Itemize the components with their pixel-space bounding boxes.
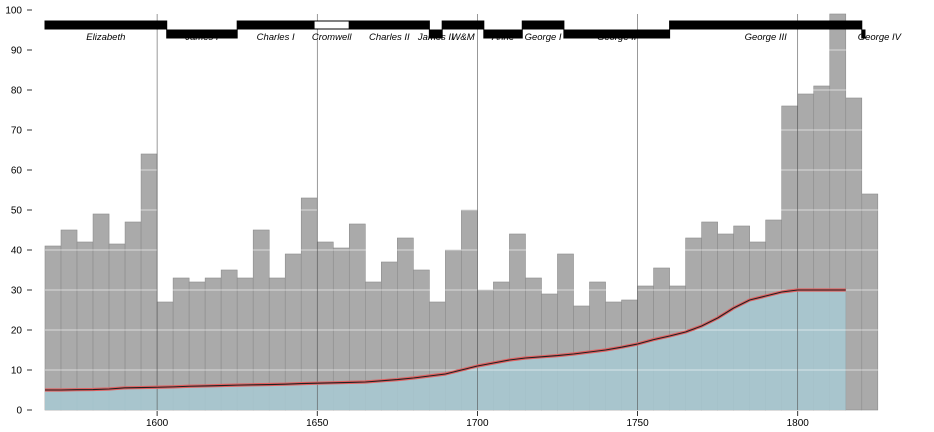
reign-label: George IV [858,32,903,43]
reign-label: Charles II [369,32,410,43]
y-tick-label: 50 [11,206,23,217]
y-tick-label: 0 [16,406,22,417]
wheat-price-bar [76,241,94,411]
reign-label: W&M [451,32,474,43]
reign-label: Anne [491,32,514,43]
reign-label: Elizabeth [86,32,125,43]
x-tick-label: 1750 [626,418,649,429]
reign-bar [441,20,485,30]
reign-bar [236,20,315,30]
reign-bar [521,20,565,30]
wheat-price-bar [60,229,78,411]
wheat-price-bar [108,243,126,411]
reign-label: George II [597,32,637,43]
y-tick-label: 60 [11,166,23,177]
reign-label: James II [417,32,454,43]
reign-bar [313,20,350,30]
wheat-price-bar [845,97,863,411]
y-tick-label: 100 [5,6,22,17]
reign-bar [166,29,238,39]
wages-area [45,290,846,410]
wheat-price-bar [44,245,62,411]
reign-label: George I [525,32,562,43]
reign-label: James I [184,32,219,43]
y-tick-label: 80 [11,86,23,97]
wheat-price-bar [92,213,110,411]
reign-label: Charles I [257,32,295,43]
reign-bar [348,20,430,30]
wages-line-inner [45,289,846,391]
wheat-price-bar [300,197,318,411]
reign-bar [428,29,443,39]
wheat-price-bar [140,153,158,411]
reign-label: George III [745,32,788,43]
reign-bar [483,29,523,39]
y-tick-label: 90 [11,46,23,57]
y-tick-label: 30 [11,286,23,297]
reign-bar [563,29,671,39]
y-tick-label: 20 [11,326,23,337]
reign-bar [861,29,866,39]
wages-area-fill [45,290,846,410]
reign-label: Cromwell [312,32,352,43]
y-axis: 0 10 20 30 40 50 60 70 80 90 100 [5,6,32,417]
y-tick-label: 40 [11,246,23,257]
horizontal-gridlines [45,9,881,371]
x-tick-label: 1800 [787,418,810,429]
x-axis: 1600 1650 1700 1750 1800 [146,411,809,429]
y-tick-label: 70 [11,126,23,137]
x-tick-label: 1650 [306,418,329,429]
reign-bar [44,20,168,30]
y-tick-label: 10 [11,366,23,377]
x-tick-label: 1600 [146,418,169,429]
reigns-timeline: Elizabeth James I Charles I Cromwell Charles… [44,20,903,43]
wheat-price-bar [861,193,879,411]
x-tick-label: 1700 [466,418,489,429]
reign-bar [669,20,863,30]
wages-line [45,288,846,392]
